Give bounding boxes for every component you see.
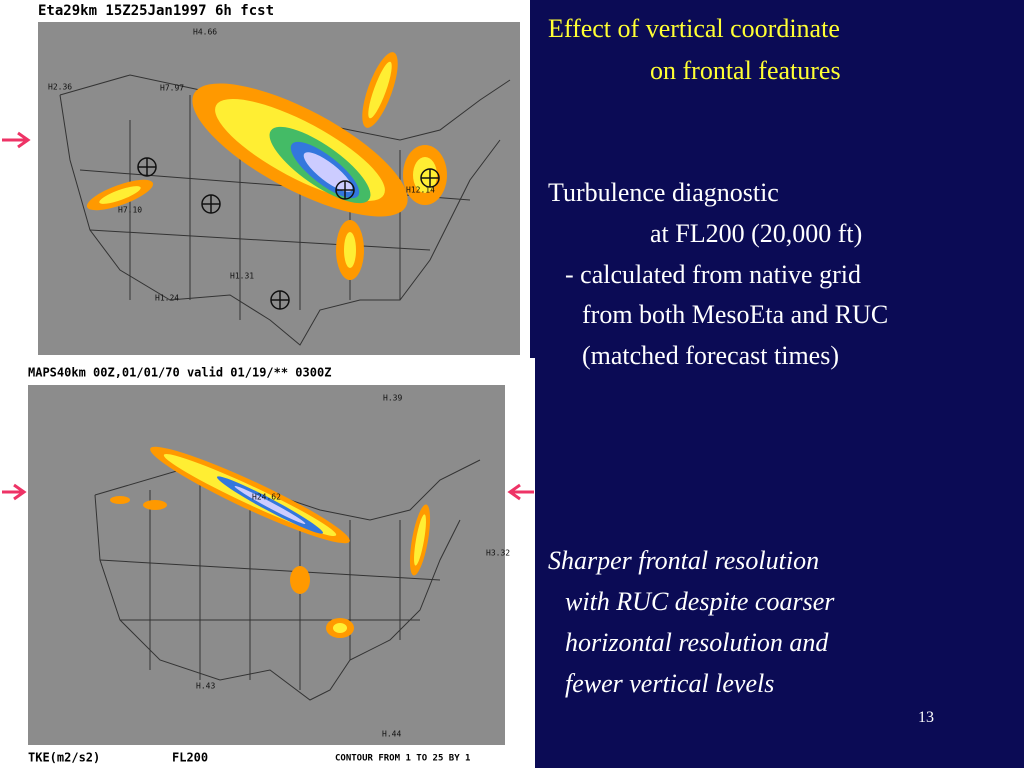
- bottom-map-footer: FL200: [172, 751, 208, 765]
- body-line: from both MesoEta and RUC: [582, 300, 889, 329]
- map-figures: Eta29km 15Z25Jan1997 6h fcst H7.97 H2.36…: [0, 0, 535, 768]
- map-label: H7.10: [118, 206, 142, 215]
- bottom-map-footer: TKE(m2/s2): [28, 751, 100, 765]
- arrow: [2, 483, 27, 501]
- heading-line: on frontal features: [650, 56, 841, 85]
- map-label: H.39: [383, 394, 402, 403]
- top-map-contours: [86, 52, 447, 280]
- top-map-borders: [59, 74, 511, 346]
- body-line: at FL200 (20,000 ft): [650, 219, 863, 248]
- map-label: H1.31: [230, 272, 254, 281]
- conclusion-line: with RUC despite coarser: [565, 587, 835, 616]
- body-line: - calculated from native grid: [565, 260, 861, 289]
- page-number: 13: [918, 709, 934, 726]
- bottom-map-contours: [110, 446, 431, 638]
- bottom-map-footer: CONTOUR FROM 1 TO 25 BY 1: [335, 754, 470, 764]
- map-label: H2.36: [48, 83, 72, 92]
- bottom-map-header: MAPS40km 00Z,01/01/70 valid 01/19/** 030…: [28, 366, 331, 380]
- bottom-map-area: [28, 385, 505, 745]
- top-map-header: Eta29km 15Z25Jan1997 6h fcst: [38, 3, 274, 19]
- map-label: H.44: [382, 730, 401, 739]
- map-label: H7.97: [160, 84, 184, 93]
- heading-line: Effect of vertical coordinate: [548, 14, 840, 43]
- conclusion-line: Sharper frontal resolution: [548, 546, 820, 575]
- map-label: H.43: [196, 682, 215, 691]
- conclusion-line: horizontal resolution and: [565, 628, 829, 657]
- map-label: H4.66: [193, 28, 217, 37]
- map-label: H24.62: [252, 493, 281, 502]
- arrow: [2, 131, 31, 149]
- arrow: [507, 483, 534, 501]
- body-line: Turbulence diagnostic: [548, 178, 779, 207]
- map-label: H3.32: [486, 549, 510, 558]
- conclusion-line: fewer vertical levels: [565, 669, 775, 698]
- map-label: H1.24: [155, 294, 179, 303]
- map-label: H12.14: [406, 186, 435, 195]
- top-map-markers: [137, 157, 440, 310]
- body-line: (matched forecast times): [582, 341, 839, 370]
